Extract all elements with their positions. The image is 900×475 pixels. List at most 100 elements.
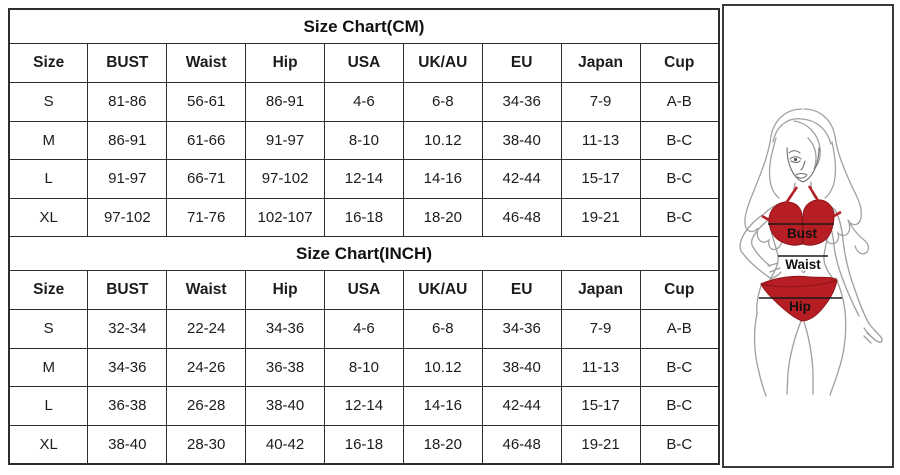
size-chart-table: Size Chart(CM) Size BUST Waist Hip USA UK/AU EU…	[8, 8, 720, 465]
size-cell: XL	[8, 197, 89, 237]
value-cell: B-C	[639, 197, 720, 237]
table-row: S 32-34 22-24 34-36 4-6 6-8 34-36 7-9 A-B	[8, 309, 720, 349]
value-cell: 38-40	[245, 386, 325, 426]
value-cell: 24-26	[166, 347, 247, 387]
table-row: XL 97-102 71-76 102-107 16-18 18-20 46-48 19-21…	[8, 197, 720, 237]
value-cell: 6-8	[402, 309, 483, 349]
value-cell: 19-21	[560, 424, 641, 465]
table-row: XL 38-40 28-30 40-42 16-18 18-20 46-48 19-21 B-C	[8, 424, 720, 465]
value-cell: 12-14	[324, 386, 404, 426]
value-cell: 38-40	[481, 347, 562, 387]
size-cell: S	[8, 309, 89, 349]
value-cell: 19-21	[560, 197, 641, 237]
value-cell: 86-91	[87, 120, 168, 160]
value-cell: 6-8	[402, 82, 483, 122]
column-header: BUST	[87, 43, 168, 83]
value-cell: 12-14	[324, 159, 404, 199]
value-cell: A-B	[639, 82, 720, 122]
value-cell: 34-36	[481, 309, 562, 349]
column-header: Hip	[245, 270, 325, 310]
value-cell: B-C	[639, 386, 720, 426]
value-cell: 16-18	[324, 197, 404, 237]
value-cell: A-B	[639, 309, 720, 349]
value-cell: 18-20	[402, 424, 483, 465]
size-cell: M	[8, 347, 89, 387]
value-cell: 14-16	[402, 159, 483, 199]
column-header: Hip	[245, 43, 325, 83]
bust-label: Bust	[787, 226, 818, 241]
column-header: Waist	[166, 270, 247, 310]
value-cell: B-C	[639, 120, 720, 160]
value-cell: 4-6	[324, 309, 404, 349]
table-row: S 81-86 56-61 86-91 4-6 6-8 34-36 7-9 A-B	[8, 82, 720, 122]
value-cell: 97-102	[87, 197, 168, 237]
column-header: Japan	[560, 43, 641, 83]
value-cell: 81-86	[87, 82, 168, 122]
column-header: Waist	[166, 43, 247, 83]
measurement-figure-box: Bust Waist Hip	[722, 4, 894, 468]
value-cell: 97-102	[245, 159, 325, 199]
face-details	[786, 147, 820, 183]
value-cell: 8-10	[324, 347, 404, 387]
value-cell: 42-44	[481, 386, 562, 426]
value-cell: 34-36	[481, 82, 562, 122]
value-cell: 7-9	[560, 309, 641, 349]
value-cell: 11-13	[560, 347, 641, 387]
table-row: L 36-38 26-28 38-40 12-14 14-16 42-44 15-17 B-C	[8, 386, 720, 426]
value-cell: 38-40	[481, 120, 562, 160]
value-cell: 18-20	[402, 197, 483, 237]
table-title: Size Chart(INCH)	[8, 236, 720, 271]
value-cell: 36-38	[87, 386, 168, 426]
measurement-lines	[759, 223, 842, 299]
value-cell: 56-61	[166, 82, 247, 122]
value-cell: 15-17	[560, 386, 641, 426]
value-cell: 34-36	[245, 309, 325, 349]
value-cell: 15-17	[560, 159, 641, 199]
column-header: Japan	[560, 270, 641, 310]
value-cell: 40-42	[245, 424, 325, 465]
column-header: Size	[8, 43, 89, 83]
value-cell: 42-44	[481, 159, 562, 199]
column-header: UK/AU	[402, 270, 483, 310]
table-title-row: Size Chart(CM)	[8, 8, 720, 44]
size-cell: L	[8, 386, 89, 426]
value-cell: 11-13	[560, 120, 641, 160]
value-cell: B-C	[639, 424, 720, 465]
woman-measurement-figure-icon: Bust Waist Hip	[739, 108, 883, 397]
table-title: Size Chart(CM)	[8, 8, 720, 44]
value-cell: 61-66	[166, 120, 247, 160]
value-cell: 102-107	[245, 197, 325, 237]
value-cell: 34-36	[87, 347, 168, 387]
size-cell: XL	[8, 424, 89, 465]
column-header: Size	[8, 270, 89, 310]
column-header: EU	[481, 270, 562, 310]
size-cell: M	[8, 120, 89, 160]
value-cell: 7-9	[560, 82, 641, 122]
column-header-row: Size BUST Waist Hip USA UK/AU EU Japan Cup	[8, 43, 720, 83]
value-cell: 32-34	[87, 309, 168, 349]
value-cell: 8-10	[324, 120, 404, 160]
size-chart-table-body: Size Chart(CM) Size BUST Waist Hip USA UK/AU EU…	[8, 8, 720, 465]
column-header: USA	[324, 270, 404, 310]
table-row: L 91-97 66-71 97-102 12-14 14-16 42-44 15-17 B-C	[8, 159, 720, 199]
size-cell: L	[8, 159, 89, 199]
value-cell: B-C	[639, 347, 720, 387]
value-cell: 91-97	[87, 159, 168, 199]
table-title-row: Size Chart(INCH)	[8, 236, 720, 271]
value-cell: 14-16	[402, 386, 483, 426]
value-cell: 28-30	[166, 424, 247, 465]
value-cell: 10.12	[402, 347, 483, 387]
value-cell: 66-71	[166, 159, 247, 199]
table-row: M 34-36 24-26 36-38 8-10 10.12 38-40 11-13 B-C	[8, 347, 720, 387]
table-row: M 86-91 61-66 91-97 8-10 10.12 38-40 11-13 B-C	[8, 120, 720, 160]
column-header: Cup	[639, 43, 720, 83]
value-cell: 4-6	[324, 82, 404, 122]
value-cell: 91-97	[245, 120, 325, 160]
value-cell: 10.12	[402, 120, 483, 160]
hip-label: Hip	[789, 299, 811, 314]
value-cell: 46-48	[481, 424, 562, 465]
value-cell: 16-18	[324, 424, 404, 465]
column-header: BUST	[87, 270, 168, 310]
column-header: USA	[324, 43, 404, 83]
